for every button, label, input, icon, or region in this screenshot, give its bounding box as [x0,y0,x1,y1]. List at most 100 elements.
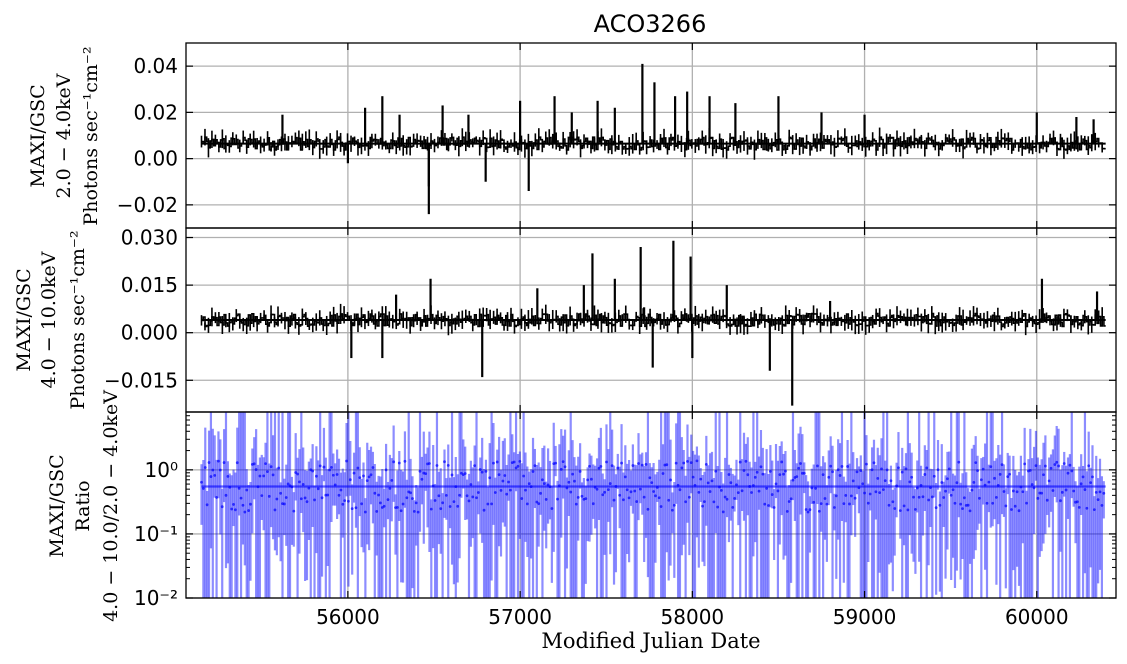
ratio-point [914,507,917,511]
ratio-point [834,494,838,498]
ratio-point [377,493,380,497]
ratio-point [207,461,211,464]
ratio-point [787,500,791,503]
ratio-point [785,509,789,513]
y-tick-label: 0.015 [121,273,178,297]
ratio-point [382,504,386,508]
ratio-point [358,476,362,480]
ratio-point [729,481,733,485]
ratio-point [1021,490,1025,494]
ratio-point [322,465,326,469]
ratio-point [1068,463,1072,467]
ratio-point [373,491,377,495]
ratio-point [763,502,767,506]
ratio-point [782,472,785,476]
ratio-point [859,469,863,472]
ratio-point [991,501,995,505]
ratio-point [1059,499,1062,503]
ratio-point [1079,482,1083,486]
ratio-point [966,503,970,507]
ratio-point [235,461,239,465]
ratio-point [1051,489,1055,492]
soft-band-ylabel-line1: MAXI/GSC [27,84,49,187]
ratio-point [520,497,524,500]
ratio-point [439,507,443,511]
ratio-point [335,473,339,476]
ratio-point [674,461,678,465]
panel-hardness-ratio: 56000 57000 58000 59000 60000 10⁻² 10⁻¹ 10⁰ MAX… [46,390,1117,629]
ratio-point [959,502,963,506]
ratio-point [661,472,665,475]
ratio-point [252,462,256,466]
ratio-point [1028,469,1032,472]
ratio-point [452,500,456,503]
ratio-point [978,496,981,500]
ratio-point [571,472,574,476]
ratio-point [710,479,714,483]
ratio-point [405,496,409,500]
ratio-point [638,487,642,491]
ratio-point [284,496,288,499]
ratio-point [467,499,471,503]
ratio-point [671,508,674,512]
ratio-point [880,467,883,471]
ratio-point [759,465,763,469]
ratio-point [354,506,358,510]
ratio-point [477,491,480,494]
ratio-point [1049,466,1053,470]
y-tick-label: −0.015 [104,368,178,392]
ratio-point [516,464,520,468]
ratio-point [499,488,503,492]
ratio-point [465,494,469,498]
ratio-point [480,470,484,474]
panel-soft-band: −0.020.000.020.04 MAXI/GSC 2.0 − 4.0keV … [27,42,1117,229]
ratio-point [218,468,222,472]
ratio-point [953,501,957,505]
y-tick-label: 10⁰ [145,458,178,482]
ratio-point [495,460,499,464]
ratio-point [998,472,1002,476]
ratio-point [584,497,588,500]
ratio-point [765,487,769,490]
ratio-point [347,499,350,503]
ratio-point [635,500,639,503]
ratio-point [254,468,258,471]
ratio-point [337,493,341,497]
ratio-point [1081,475,1085,479]
ratio-point [533,464,537,468]
ratio-point [940,481,944,484]
ratio-point [433,499,437,502]
ratio-point [267,494,271,498]
ratio-point [898,509,902,513]
ratio-point [475,496,478,500]
y-tick-label: 0.02 [133,100,178,124]
ratio-point [403,459,407,463]
ratio-point [1008,472,1011,476]
ratio-point [1064,488,1068,492]
ratio-point [507,480,510,484]
ratio-point [972,480,976,484]
ratio-point [292,509,296,513]
ratio-point [316,487,320,491]
ratio-point [946,477,949,481]
ratio-point [305,500,309,504]
ratio-ylabel-line2: Ratio [72,480,94,531]
ratio-point [311,469,315,473]
ratio-point [578,470,582,473]
ratio-point [331,473,335,477]
ratio-point [416,510,420,514]
ratio-point [469,483,473,486]
ratio-point [719,488,723,492]
ratio-point [949,493,953,497]
hard-band-ylabel-line1: MAXI/GSC [13,268,35,371]
ratio-point [682,461,686,465]
ratio-point [770,493,774,496]
ratio-point [817,509,821,513]
ratio-point [591,502,595,506]
y-tick-label: 0.000 [121,321,178,345]
ratio-point [814,487,817,490]
ratio-point [484,470,488,473]
ratio-point [606,488,610,491]
ratio-point [590,477,593,481]
ratio-point [714,469,718,473]
